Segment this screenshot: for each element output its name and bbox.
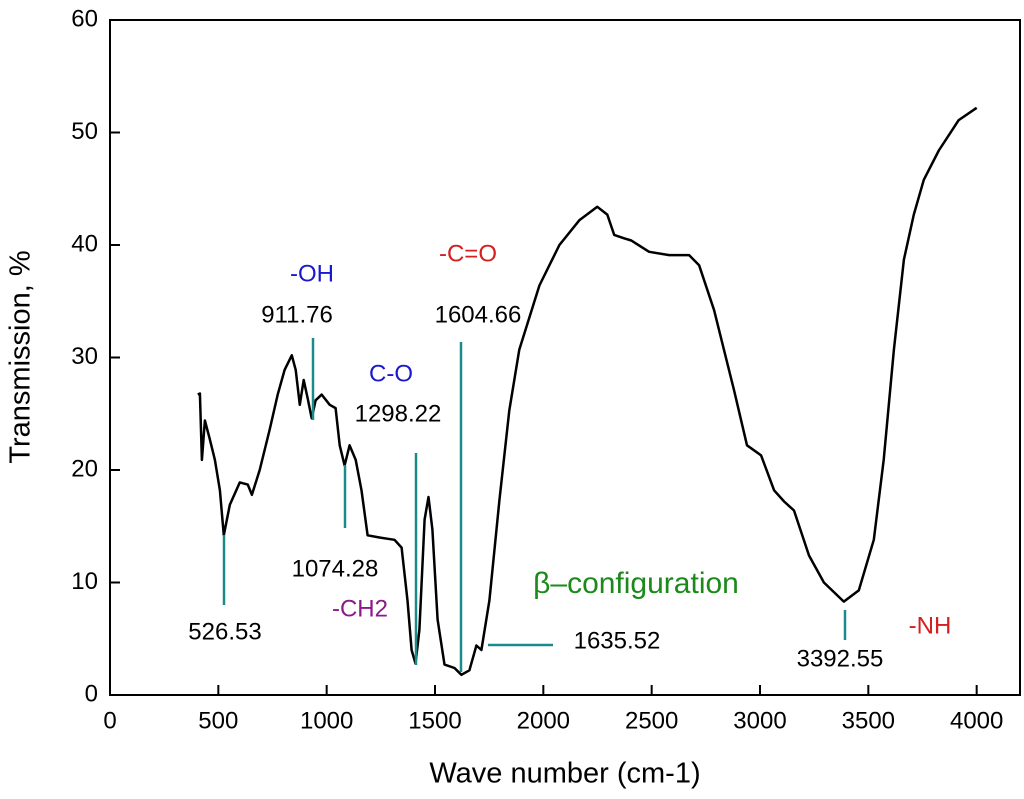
y-axis-title: Transmission, % (5, 250, 37, 463)
x-tick-label: 2000 (517, 707, 570, 734)
x-tick-label: 3000 (733, 707, 786, 734)
x-tick-label: 0 (103, 707, 116, 734)
x-axis-title: Wave number (cm-1) (429, 758, 700, 790)
annotation: 3392.55 (797, 645, 884, 672)
x-tick-label: 500 (198, 707, 238, 734)
annotation: -NH (909, 612, 952, 639)
annotation: 1635.52 (574, 627, 661, 654)
annotation: -CH2 (332, 595, 388, 622)
y-tick-label: 20 (71, 455, 98, 482)
x-tick-label: 1000 (300, 707, 353, 734)
annotation: β–configuration (533, 567, 739, 600)
annotation: 1074.28 (292, 555, 379, 582)
annotation: C-O (369, 360, 413, 387)
x-tick-label: 4000 (950, 707, 1003, 734)
y-tick-label: 10 (71, 568, 98, 595)
annotation: -C=O (439, 240, 497, 267)
x-tick-label: 3500 (842, 707, 895, 734)
annotation: 911.76 (261, 301, 333, 328)
y-tick-label: 40 (71, 230, 98, 257)
y-tick-label: 50 (71, 118, 98, 145)
annotation: 1298.22 (355, 400, 442, 427)
y-tick-label: 30 (71, 343, 98, 370)
annotation: 526.53 (188, 618, 261, 645)
x-tick-label: 1500 (408, 707, 461, 734)
x-tick-label: 2500 (625, 707, 678, 734)
spectrum-line (197, 106, 978, 677)
y-tick-label: 60 (71, 5, 98, 32)
annotation: 1604.66 (435, 301, 522, 328)
y-tick-label: 0 (85, 680, 98, 707)
annotation: -OH (290, 260, 334, 287)
